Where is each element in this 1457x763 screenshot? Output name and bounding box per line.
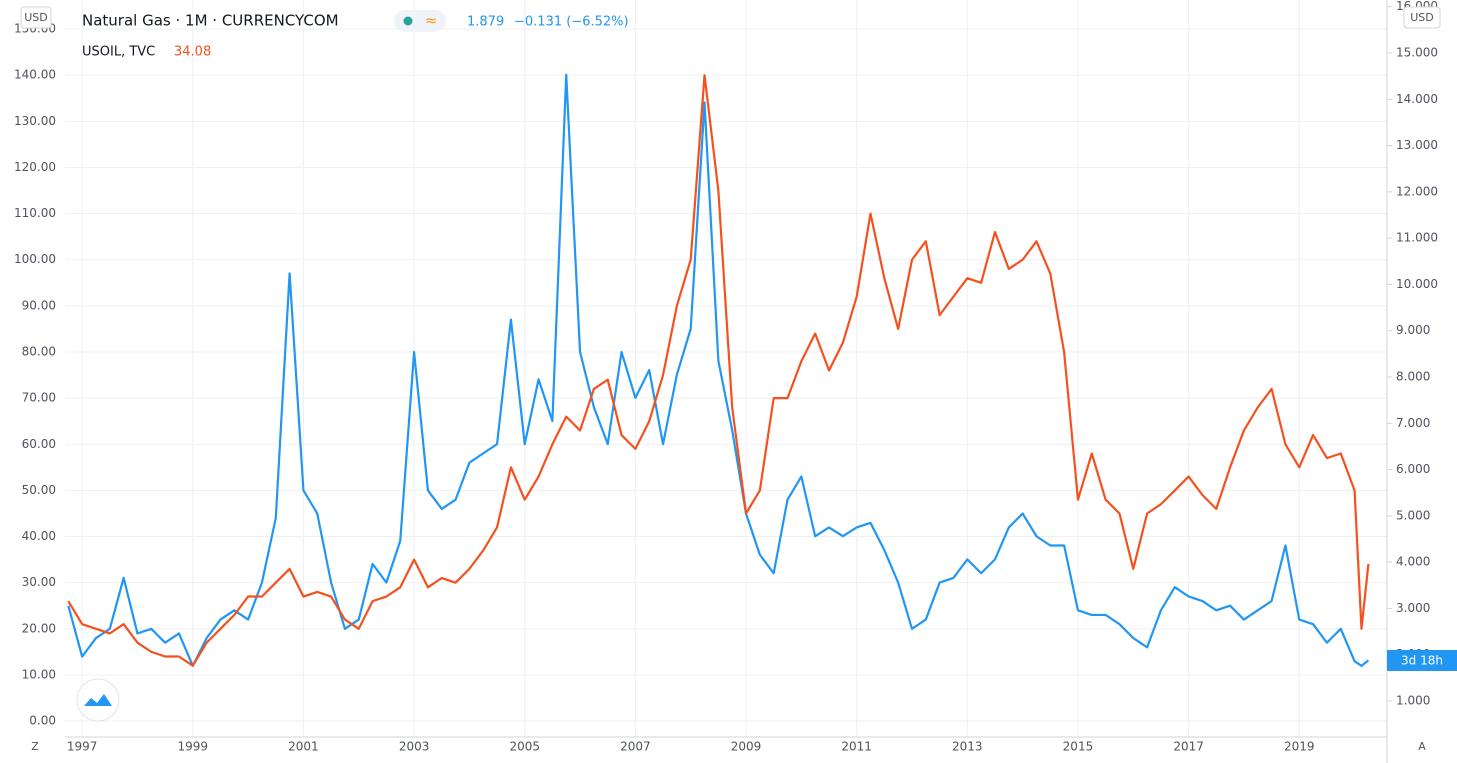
button[interactable]: Z — [31, 740, 39, 753]
x-tick-label: 2013 — [952, 740, 983, 754]
x-tick-label: 2019 — [1284, 740, 1315, 754]
x-tick-label: 2001 — [288, 740, 319, 754]
countdown-box — [1387, 650, 1457, 671]
y2-unit-box[interactable] — [1403, 6, 1441, 29]
last-value: 1.879 — [467, 15, 504, 30]
x-tick-label: 2005 — [509, 740, 540, 754]
last-value: 34.08 — [174, 45, 211, 60]
y-unit: USD — [24, 11, 48, 24]
y-tick-label: 100.00 — [14, 252, 56, 266]
logo-icon — [84, 694, 112, 706]
y2-tick-label: 14.000 — [1396, 92, 1438, 106]
x-tick-label: 2003 — [399, 740, 430, 754]
x-tick-label: 1999 — [178, 740, 209, 754]
y-tick-label: 70.00 — [22, 391, 56, 405]
y2-tick-label: 9.000 — [1396, 323, 1430, 337]
logo[interactable] — [76, 678, 120, 722]
y2-tick-label: 12.000 — [1396, 184, 1438, 198]
x-tick-label: 2009 — [731, 740, 762, 754]
wave-icon: ≈ — [425, 12, 438, 30]
indicator-pill[interactable] — [394, 10, 446, 32]
y2-tick-label: 15.000 — [1396, 45, 1438, 59]
y2-tick-label: 6.000 — [1396, 462, 1430, 476]
series-line — [67, 74, 1370, 667]
y-tick-label: 20.00 — [22, 621, 56, 635]
series-line — [67, 73, 1370, 667]
grid — [65, 0, 1387, 737]
y-tick-label: 120.00 — [14, 160, 56, 174]
x-tick-label: 1997 — [67, 740, 98, 754]
y-tick-label: 50.00 — [22, 483, 56, 497]
y-tick-label: 40.00 — [22, 529, 56, 543]
y2-tick-label: 1.000 — [1396, 694, 1430, 708]
y-tick-label: 130.00 — [14, 114, 56, 128]
y-tick-label: 60.00 — [22, 437, 56, 451]
y2-tick-label: 7.000 — [1396, 416, 1430, 430]
y-tick-label: 10.00 — [22, 667, 56, 681]
x-tick-label: 2007 — [620, 740, 651, 754]
y-tick-label: 90.00 — [22, 298, 56, 312]
button[interactable]: A — [1418, 740, 1426, 753]
y2-tick-label: 4.000 — [1396, 555, 1430, 569]
axis-labels: 0.00 10.00 20.00 30.00 40.00 50.00 60.00 70.00 8… — [14, 0, 1438, 754]
status-dot — [403, 16, 413, 26]
x-tick-label: 2015 — [1063, 740, 1094, 754]
y2-tick-label: 11.000 — [1396, 231, 1438, 245]
y2-tick-label: 8.000 — [1396, 370, 1430, 384]
countdown: 3d 18h — [1401, 654, 1443, 668]
y2-unit: USD — [1410, 11, 1434, 24]
y-unit-box[interactable] — [20, 6, 52, 29]
change: −0.131 (−6.52%) — [514, 15, 629, 30]
x-tick-label: 2017 — [1173, 740, 1204, 754]
plot-area — [67, 73, 1370, 667]
y2-tick-label: 13.000 — [1396, 138, 1438, 152]
y-tick-label: 80.00 — [22, 345, 56, 359]
y2-tick-label: 5.000 — [1396, 508, 1430, 522]
legend-entry: USOIL, TVC — [82, 45, 155, 60]
x-tick-label: 2011 — [841, 740, 872, 754]
y2-tick-label: 10.000 — [1396, 277, 1438, 291]
y-tick-label: 140.00 — [14, 68, 56, 82]
y-tick-label: 110.00 — [14, 206, 56, 220]
y2-tick-label: 3.000 — [1396, 601, 1430, 615]
y-tick-label: 30.00 — [22, 575, 56, 589]
y-tick-label: 0.00 — [29, 714, 56, 728]
chart-title: Natural Gas · 1M · CURRENCYCOM — [82, 12, 339, 30]
